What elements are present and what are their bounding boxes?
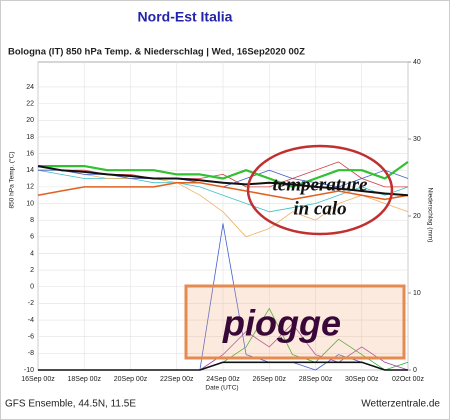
series-line (38, 361, 408, 371)
y-tick-label: 16 (26, 150, 34, 157)
grid (37, 62, 409, 371)
y-tick-label: 4 (30, 250, 34, 257)
footer-right: Wetterzentrale.de (361, 399, 440, 410)
x-tick-label: 20Sep 00z (114, 376, 148, 383)
y2-tick-label: 0 (413, 367, 417, 374)
x-tick-label: 22Sep 00z (160, 376, 194, 383)
y-tick-label: 2 (30, 267, 34, 274)
y-tick-label: 6 (30, 234, 34, 241)
y-tick-label: -10 (24, 367, 34, 374)
y2-axis-label: Niederschlag (mm) (426, 188, 433, 243)
y2-tick-label: 30 (413, 136, 421, 143)
y-tick-label: 24 (26, 84, 34, 91)
annotation: temperature (273, 174, 369, 195)
lines (37, 161, 409, 371)
y-tick-label: 8 (30, 217, 34, 224)
y2-tick-label: 10 (413, 290, 421, 297)
x-tick-label: 30Sep 00z (345, 376, 379, 383)
y-tick-label: 14 (26, 167, 34, 174)
y-axis-label: 850 hPa Temp. (°C) (8, 151, 16, 208)
y-tick-label: -6 (28, 334, 34, 341)
x-tick-label: 26Sep 00z (253, 376, 287, 383)
annotation: in calo (293, 198, 346, 219)
y-tick-label: 10 (26, 200, 34, 207)
y-tick-label: 0 (30, 284, 34, 291)
footer-left: GFS Ensemble, 44.5N, 11.5E (5, 399, 136, 410)
y-tick-label: 12 (26, 184, 34, 191)
annotation: piogge (222, 303, 341, 344)
y-tick-label: -4 (28, 317, 34, 324)
y-tick-label: -2 (28, 300, 34, 307)
y-tick-label: 18 (26, 134, 34, 141)
series-line (38, 161, 409, 188)
x-tick-label: 16Sep 00z (21, 376, 55, 383)
x-tick-label: 24Sep 00z (206, 376, 240, 383)
y2-tick-label: 20 (413, 213, 421, 220)
x-tick-label: 02Oct 00z (392, 376, 424, 383)
highlight-box (184, 284, 406, 360)
series-line (37, 165, 409, 197)
chart-title: Bologna (IT) 850 hPa Temp. & Niederschla… (8, 47, 305, 58)
y-tick-label: 22 (26, 100, 34, 107)
x-tick-label: 18Sep 00z (68, 376, 102, 383)
series-line (38, 169, 409, 238)
y-tick-label: -8 (28, 350, 34, 357)
series-line (37, 181, 409, 201)
x-tick-label: 28Sep 00z (299, 376, 333, 383)
heading: Nord-Est Italia (138, 9, 233, 25)
highlight-ellipse (246, 144, 394, 236)
y2-tick-label: 40 (413, 59, 421, 66)
x-axis-label: Date (UTC) (205, 385, 238, 392)
y-tick-label: 20 (26, 117, 34, 124)
